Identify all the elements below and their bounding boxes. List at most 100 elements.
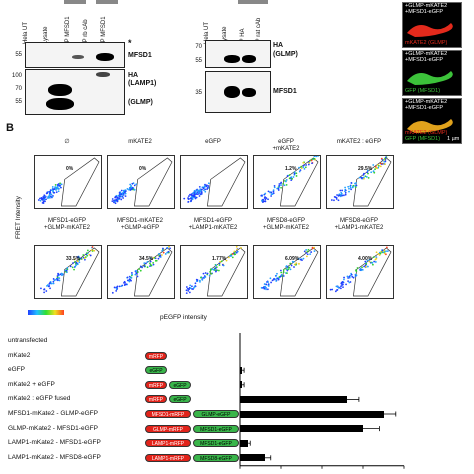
facs-title: eGFP [205, 139, 221, 145]
facs-event [78, 261, 81, 264]
facs-event [111, 198, 114, 200]
facs-plot: 6.09% [253, 245, 321, 299]
facs-event [130, 276, 133, 279]
facs-event [199, 281, 201, 283]
facs-gate [61, 157, 100, 207]
facs-event [385, 250, 387, 253]
facs-event [336, 194, 338, 196]
facs-svg [111, 157, 173, 207]
facs-event [111, 291, 114, 294]
facs-event [273, 277, 275, 280]
facs-event [209, 268, 212, 271]
facs-gate [134, 157, 173, 207]
facs-event [146, 266, 149, 269]
facs-event [117, 194, 120, 197]
facs-event [355, 274, 358, 277]
facs-title: eGFP +mKATE2 [272, 139, 300, 152]
facs-title: MFSD8-eGFP +LAMP1-mKATE2 [334, 218, 384, 231]
facs-event [198, 185, 201, 188]
facs-event [128, 187, 131, 190]
facs-event [54, 184, 57, 186]
facs-event [45, 290, 48, 292]
facs-event [344, 193, 347, 196]
facs-event [273, 186, 276, 189]
facs-event [44, 200, 46, 203]
facs-title: MFSD1-mKATE2 +GLMP-eGFP [117, 218, 163, 231]
facs-event [285, 183, 288, 186]
facs-event [128, 278, 131, 281]
facs-xlabel: pEGFP intensity [160, 314, 207, 321]
facs-event [193, 195, 196, 197]
facs-event [53, 279, 56, 282]
facs-event [201, 278, 204, 281]
blot-band [48, 84, 72, 96]
facs-event [120, 195, 123, 198]
facs-event [262, 200, 265, 203]
facs-event [48, 192, 51, 195]
facs-event [129, 183, 132, 186]
facs-event [366, 259, 369, 262]
facs-event [333, 195, 336, 198]
blot-label: MFSD1 [273, 88, 297, 95]
facs-event [282, 182, 285, 185]
facs-event [260, 199, 263, 202]
facs-svg [111, 246, 173, 297]
facs-event [278, 186, 281, 188]
facs-event [125, 283, 128, 286]
facs-event [349, 185, 352, 188]
construct-pill: mRFP [145, 380, 167, 389]
facs-event [204, 190, 207, 193]
facs-plot: 1.77% [180, 245, 248, 299]
facs-event [272, 189, 275, 192]
facs-event [286, 175, 289, 178]
facs-event [157, 257, 160, 260]
blot-label: (LAMP1) [128, 80, 157, 87]
facs-event [345, 283, 347, 286]
blot-label: MFSD1 [128, 52, 152, 59]
facs-event [273, 185, 276, 187]
facs-event [350, 181, 353, 184]
facs-event [160, 254, 163, 256]
facs-event [78, 258, 81, 261]
bar-category-label: LAMP1-mKate2 - MFSD8-eGFP [8, 453, 101, 461]
facs-event [378, 254, 381, 256]
facs-event [75, 264, 77, 267]
facs-event [200, 192, 203, 195]
facs-event [190, 200, 192, 202]
facs-event [290, 179, 293, 182]
facs-event [76, 263, 79, 266]
facs-plot: 4.00% [326, 245, 394, 299]
facs-event [57, 190, 60, 193]
facs-event [116, 199, 119, 202]
facs-event [354, 269, 357, 271]
facs-event [292, 176, 295, 178]
facs-event [349, 186, 352, 189]
facs-event [166, 251, 169, 254]
facs-event [375, 256, 378, 259]
facs-event [37, 199, 40, 201]
micro-line: +MFSD1-eGFP [405, 105, 444, 111]
facs-event [130, 186, 133, 189]
facs-event [270, 191, 273, 194]
facs-svg [329, 246, 392, 297]
facs-event [72, 262, 74, 264]
blot-ha [25, 69, 125, 115]
facs-event [76, 256, 79, 259]
facs-event [59, 182, 61, 185]
facs-event [120, 285, 123, 288]
facs-event [51, 186, 54, 188]
facs-gate [353, 247, 392, 297]
facs-event [60, 274, 63, 277]
mw-marker: 55 [15, 99, 22, 105]
facs-event [54, 186, 57, 189]
facs-event [43, 197, 46, 199]
bar [240, 439, 249, 447]
construct-pill: LAMP1-mRFP [145, 439, 191, 448]
construct-pill: GLMP-eGFP [193, 410, 239, 418]
facs-event [149, 265, 151, 268]
facs-event [375, 251, 378, 254]
facs-event [190, 196, 193, 198]
facs-event [380, 157, 383, 160]
facs-event [313, 157, 316, 160]
facs-event [263, 283, 266, 285]
